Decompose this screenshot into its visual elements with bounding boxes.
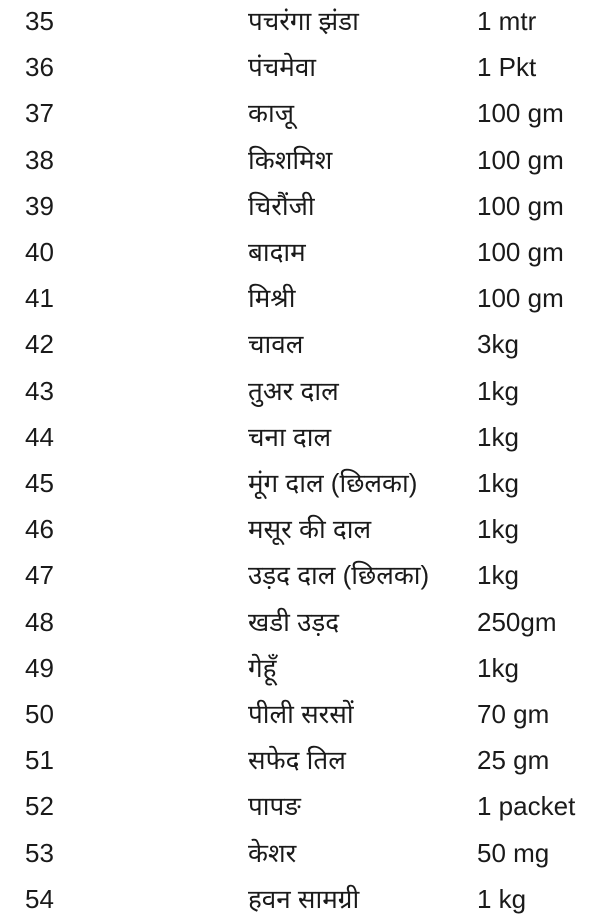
item-number: 49 [25,652,54,683]
item-number: 35 [25,6,54,36]
list-item: 53 केशर 50 mg [0,830,600,876]
item-quantity: 25 gm [477,745,550,776]
item-name: मिश्री [248,283,296,314]
item-name: काजू [248,98,294,129]
item-quantity: 1 kg [477,883,527,914]
item-quantity: 250gm [477,606,557,637]
item-name: चिरौंजी [248,190,315,221]
item-quantity: 100 gm [477,98,564,129]
item-number: 43 [25,375,54,406]
item-number: 44 [25,421,54,452]
item-name: मूंग दाल (छिलका) [248,468,418,498]
item-name: चना दाल [248,421,332,452]
item-quantity: 1kg [477,652,519,683]
item-number: 47 [25,560,54,591]
list-item: 40 बादाम 100 gm [0,229,600,275]
item-number: 46 [25,514,54,545]
list-item: 38 किशमिश 100 gm [0,137,600,183]
item-name: पंचमेवा [248,52,317,83]
item-name: मसूर की दाल [248,514,372,545]
list-item: 36 पंचमेवा 1 Pkt [0,44,600,90]
list-item: 54 हवन सामग्री 1 kg [0,876,600,922]
item-name: पचरंगा झंडा [248,6,359,36]
item-quantity: 100 gm [477,237,564,267]
item-number: 40 [25,237,54,267]
item-name: खडी उड़द [248,606,340,637]
item-name: केशर [248,837,297,868]
item-number: 54 [25,883,54,914]
item-name: चावल [248,329,304,360]
list-item: 52 पापङ 1 packet [0,783,600,829]
list-item: 42 चावल 3kg [0,321,600,367]
item-quantity: 70 gm [477,699,550,729]
item-quantity: 1kg [477,375,519,406]
item-quantity: 1kg [477,560,519,591]
item-name: बादाम [248,237,306,267]
item-name: तुअर दाल [248,375,339,406]
item-name: पीली सरसों [248,699,354,729]
list-item: 43 तुअर दाल 1kg [0,368,600,414]
item-number: 38 [25,144,54,175]
item-number: 42 [25,329,54,360]
list-item: 35 पचरंगा झंडा 1 mtr [0,0,600,44]
item-name: उड़द दाल (छिलका) [248,560,430,591]
item-name: किशमिश [248,144,333,175]
item-quantity: 100 gm [477,190,564,221]
item-number: 36 [25,52,54,83]
item-name: सफेद तिल [248,745,346,776]
item-name: गेहूँ [248,652,277,683]
list-item: 46 मसूर की दाल 1kg [0,506,600,552]
list-item: 39 चिरौंजी 100 gm [0,183,600,229]
list-item: 48 खडी उड़द 250gm [0,599,600,645]
item-number: 52 [25,791,54,822]
item-quantity: 1kg [477,421,519,452]
item-quantity: 1kg [477,468,519,498]
list-item: 45 मूंग दाल (छिलका) 1kg [0,460,600,506]
list-item: 49 गेहूँ 1kg [0,645,600,691]
item-number: 50 [25,699,54,729]
item-name: हवन सामग्री [248,883,360,914]
item-number: 39 [25,190,54,221]
item-quantity: 1 Pkt [477,52,537,83]
item-quantity: 3kg [477,329,519,360]
item-number: 45 [25,468,54,498]
list-item: 44 चना दाल 1kg [0,414,600,460]
list-item: 41 मिश्री 100 gm [0,275,600,321]
item-number: 51 [25,745,54,776]
item-number: 37 [25,98,54,129]
item-quantity: 50 mg [477,837,550,868]
item-number: 48 [25,606,54,637]
item-name: पापङ [248,791,301,822]
item-quantity: 1 packet [477,791,576,822]
item-number: 53 [25,837,54,868]
item-quantity: 1kg [477,514,519,545]
list-item: 37 काजू 100 gm [0,90,600,136]
item-quantity: 100 gm [477,144,564,175]
list-item: 51 सफेद तिल 25 gm [0,737,600,783]
item-quantity: 100 gm [477,283,564,314]
item-number: 41 [25,283,54,314]
item-quantity: 1 mtr [477,6,537,36]
list-item: 47 उड़द दाल (छिलका) 1kg [0,552,600,598]
list-item: 50 पीली सरसों 70 gm [0,691,600,737]
